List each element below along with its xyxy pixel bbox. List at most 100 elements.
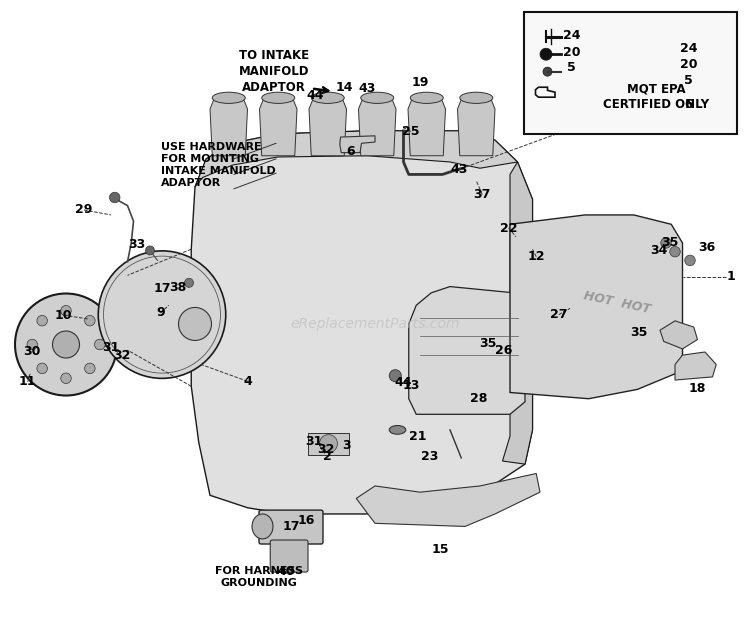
- Bar: [308, 433, 349, 455]
- Text: 34: 34: [650, 244, 668, 257]
- Text: 5: 5: [567, 61, 576, 74]
- Text: 17: 17: [283, 520, 301, 533]
- Text: 23: 23: [421, 450, 439, 463]
- FancyBboxPatch shape: [259, 510, 323, 544]
- Text: 21: 21: [409, 430, 427, 443]
- Text: 28: 28: [470, 392, 488, 404]
- Ellipse shape: [460, 92, 493, 103]
- Polygon shape: [503, 162, 532, 464]
- Text: 13: 13: [402, 379, 420, 392]
- Circle shape: [661, 238, 671, 248]
- Text: 24: 24: [562, 29, 580, 42]
- Circle shape: [184, 278, 194, 287]
- Text: 30: 30: [23, 345, 41, 358]
- Circle shape: [85, 315, 95, 326]
- Circle shape: [94, 340, 105, 350]
- Circle shape: [146, 246, 154, 255]
- Text: MQT EPA
CERTIFIED ONLY: MQT EPA CERTIFIED ONLY: [603, 82, 709, 111]
- Text: 44: 44: [306, 89, 324, 102]
- Text: 31: 31: [305, 435, 323, 447]
- Text: FOR HARNESS
GROUNDING: FOR HARNESS GROUNDING: [214, 566, 303, 588]
- Circle shape: [178, 308, 212, 340]
- Text: 2: 2: [322, 450, 332, 462]
- Circle shape: [85, 363, 95, 374]
- Text: 11: 11: [19, 376, 37, 388]
- Text: 1: 1: [726, 270, 735, 283]
- Ellipse shape: [389, 426, 406, 434]
- Polygon shape: [675, 352, 716, 380]
- Circle shape: [110, 193, 120, 202]
- Circle shape: [670, 247, 680, 257]
- Polygon shape: [358, 100, 396, 156]
- Polygon shape: [309, 100, 347, 156]
- Circle shape: [389, 369, 401, 382]
- Text: 6: 6: [346, 145, 355, 158]
- Circle shape: [27, 340, 38, 350]
- Text: 10: 10: [55, 309, 73, 321]
- Text: 5: 5: [684, 75, 693, 87]
- Text: 12: 12: [527, 250, 545, 263]
- Text: 22: 22: [500, 222, 517, 234]
- Ellipse shape: [262, 92, 295, 103]
- Text: 35: 35: [661, 237, 679, 249]
- Text: 35: 35: [630, 326, 648, 339]
- Text: 33: 33: [129, 239, 146, 251]
- Text: 32: 32: [112, 350, 130, 362]
- Circle shape: [37, 363, 47, 374]
- Polygon shape: [409, 287, 525, 414]
- Circle shape: [320, 435, 338, 452]
- Text: 43: 43: [450, 163, 468, 176]
- Text: 32: 32: [317, 443, 335, 455]
- Circle shape: [98, 251, 226, 378]
- Ellipse shape: [252, 514, 273, 539]
- Polygon shape: [191, 131, 532, 514]
- Polygon shape: [260, 100, 297, 156]
- Text: USE HARDWARE
FOR MOUNTING
INTAKE MANIFOLD
ADAPTOR: USE HARDWARE FOR MOUNTING INTAKE MANIFOL…: [161, 142, 276, 188]
- Text: 14: 14: [335, 82, 353, 94]
- Circle shape: [37, 315, 47, 326]
- Text: 20: 20: [562, 46, 580, 59]
- Polygon shape: [340, 136, 375, 153]
- Text: 18: 18: [688, 383, 706, 395]
- Text: 6: 6: [684, 98, 693, 110]
- Text: 43: 43: [358, 82, 376, 95]
- Text: 25: 25: [402, 125, 420, 138]
- Text: TO INTAKE
MANIFOLD
ADAPTOR: TO INTAKE MANIFOLD ADAPTOR: [238, 49, 309, 94]
- Polygon shape: [356, 473, 540, 526]
- Ellipse shape: [361, 92, 394, 103]
- Text: 31: 31: [102, 341, 120, 353]
- Text: 9: 9: [156, 307, 165, 319]
- Polygon shape: [458, 100, 495, 156]
- Circle shape: [543, 67, 552, 76]
- Ellipse shape: [410, 92, 443, 103]
- Polygon shape: [210, 100, 248, 156]
- Text: 38: 38: [170, 281, 186, 293]
- Polygon shape: [195, 131, 518, 187]
- Circle shape: [540, 48, 552, 60]
- Polygon shape: [660, 321, 698, 349]
- Text: 40: 40: [277, 565, 295, 578]
- Text: 19: 19: [411, 77, 429, 89]
- FancyBboxPatch shape: [270, 540, 308, 572]
- Bar: [524, 12, 737, 134]
- Circle shape: [61, 373, 71, 384]
- Circle shape: [685, 255, 695, 265]
- Text: 4: 4: [243, 375, 252, 388]
- Text: 26: 26: [494, 345, 512, 357]
- Text: 36: 36: [698, 242, 715, 254]
- Ellipse shape: [212, 92, 245, 103]
- Text: eReplacementParts.com: eReplacementParts.com: [290, 317, 460, 331]
- Text: 27: 27: [550, 308, 568, 321]
- Text: 16: 16: [297, 514, 315, 526]
- Circle shape: [53, 331, 80, 358]
- Text: 3: 3: [342, 439, 351, 452]
- Text: 35: 35: [479, 338, 497, 350]
- Text: HOT  HOT: HOT HOT: [583, 288, 652, 316]
- Text: 24: 24: [680, 42, 698, 55]
- Text: 20: 20: [680, 59, 698, 71]
- Ellipse shape: [311, 92, 344, 103]
- Text: 37: 37: [473, 188, 491, 201]
- Text: 29: 29: [75, 204, 93, 216]
- Polygon shape: [408, 100, 446, 156]
- Circle shape: [61, 305, 71, 316]
